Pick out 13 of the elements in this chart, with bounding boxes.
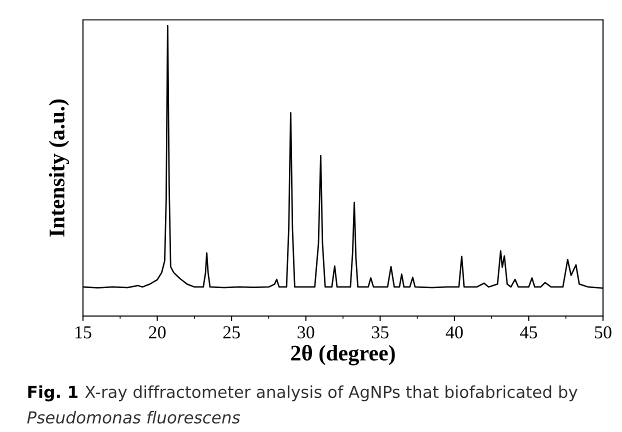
x-tick-label: 40 (446, 326, 463, 338)
caption: Fig. 1 (28, 385, 78, 402)
y-axis-title: Intensity (a.u.) (48, 99, 70, 237)
x-tick-label: 35 (372, 326, 388, 338)
x-tick-label: 20 (149, 326, 166, 338)
x-tick-label: 15 (76, 326, 92, 338)
x-tick-label: 30 (298, 326, 314, 338)
x-tick-label: 45 (520, 326, 538, 338)
x-tick-label: 25 (223, 326, 240, 338)
x-tick-label: 50 (595, 326, 612, 338)
text: X-ray diffractometer analysis of AgNPs that biofabricated by (85, 385, 578, 402)
x-axis-title: 2θ (degree) (291, 344, 395, 366)
text: Pseudomonas fluorescens (27, 410, 240, 424)
